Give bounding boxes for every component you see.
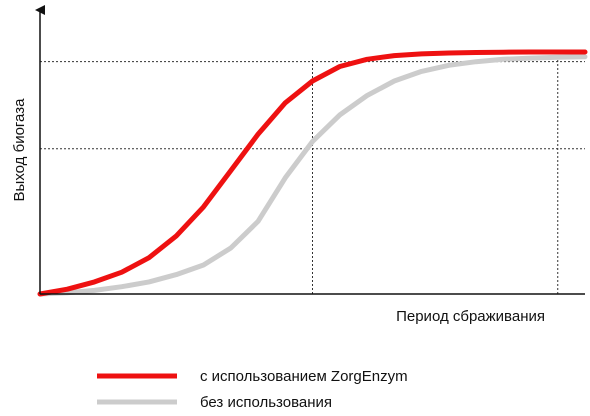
- y-axis-label: Выход биогаза: [11, 98, 28, 202]
- legend-label-1: с использованием ZorgEnzym: [200, 368, 408, 385]
- reference-lines: [40, 60, 585, 294]
- legend: с использованием ZorgEnzym без использова…: [97, 368, 408, 411]
- x-axis-label: Период сбраживания: [396, 308, 545, 325]
- series-lines: [37, 49, 588, 297]
- legend-label-2: без использования: [200, 394, 332, 411]
- series-line-2: [37, 54, 588, 297]
- series-line-1: [37, 49, 588, 297]
